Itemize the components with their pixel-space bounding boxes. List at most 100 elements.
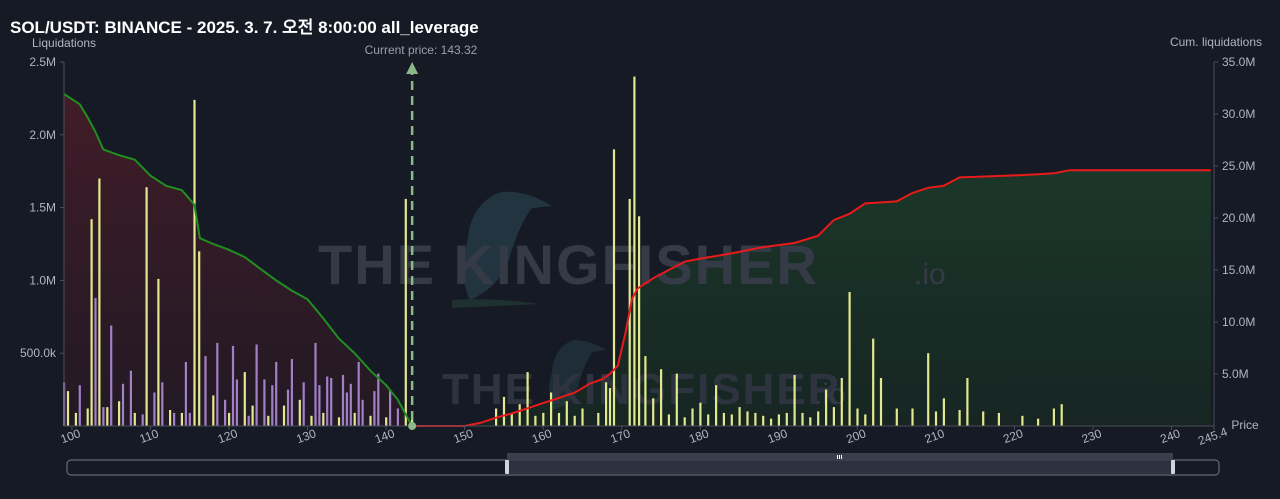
liquidation-bar	[958, 410, 961, 426]
liquidation-bar	[934, 411, 938, 426]
liquidation-bar	[290, 359, 293, 426]
liquidation-bar	[326, 376, 329, 426]
x-tick-label: 200	[844, 426, 868, 446]
liquidation-bar	[204, 356, 207, 426]
liquidation-bar	[785, 412, 788, 426]
left-tick-label: 2.5M	[29, 55, 56, 69]
liquidation-bar	[542, 412, 545, 426]
liquidation-bar	[966, 378, 969, 426]
liquidation-bar	[738, 407, 741, 426]
liquidation-bar	[98, 178, 101, 426]
liquidation-bar	[267, 415, 270, 426]
x-axis-title: Price	[1231, 418, 1259, 432]
liquidation-bar	[157, 278, 160, 426]
liquidation-bar	[74, 412, 77, 426]
kingfisher-bird-icon	[452, 191, 552, 308]
liquidation-bar	[129, 370, 132, 426]
liquidation-bar	[605, 382, 608, 426]
range-navigator[interactable]	[66, 453, 1220, 476]
liquidation-bar	[94, 297, 97, 426]
liquidation-bar	[942, 398, 945, 426]
liquidation-bar	[809, 417, 812, 426]
liquidation-bar	[251, 405, 254, 426]
liquidation-bar	[722, 412, 725, 426]
right-tick-label: 20.0M	[1222, 211, 1255, 225]
liquidation-bar	[310, 415, 313, 426]
liquidation-bar	[322, 412, 325, 426]
liquidation-bar	[263, 379, 266, 426]
x-tick-label: 180	[687, 426, 711, 446]
liquidation-bar	[573, 415, 576, 426]
liquidation-bar	[777, 414, 780, 426]
liquidation-bar	[110, 325, 113, 426]
liquidation-bar	[106, 407, 109, 426]
liquidation-bar	[247, 415, 250, 426]
liquidation-bar	[1052, 408, 1055, 426]
liquidation-bar	[330, 378, 333, 426]
liquidation-bar	[216, 343, 219, 426]
liquidation-bar	[133, 412, 136, 426]
liquidation-bar	[801, 412, 804, 426]
liquidation-bar	[102, 407, 105, 426]
liquidation-bar	[271, 385, 274, 426]
x-tick-label: 140	[373, 426, 397, 446]
liquidation-bar	[691, 408, 694, 426]
liquidation-bar	[633, 76, 636, 426]
x-tick-label: 190	[766, 426, 790, 446]
liquidation-bar	[638, 216, 641, 426]
liquidation-bar	[652, 398, 655, 426]
liquidation-bar	[173, 412, 176, 426]
liquidation-bar	[1060, 404, 1063, 426]
navigator-window[interactable]	[507, 461, 1173, 474]
liquidation-bar	[66, 391, 70, 426]
cumulative-long-line	[412, 169, 1211, 427]
axis-ticks: 500.0k 1.0M 1.5M 2.0M 2.5M 5.0M 10.0M 15.0M 20.0…	[20, 55, 1255, 448]
current-price-marker	[406, 62, 419, 430]
liquidation-bar	[581, 408, 584, 426]
liquidation-bar	[746, 411, 749, 426]
liquidation-bar	[895, 408, 898, 426]
navigator-right-handle[interactable]	[1171, 460, 1175, 474]
cumulative-short-line	[63, 93, 413, 427]
liquidation-bar	[997, 412, 1000, 426]
liquidation-bar	[825, 389, 828, 426]
right-tick-label: 10.0M	[1222, 315, 1255, 329]
cumulative-lines	[63, 93, 1211, 427]
liquidation-bar	[404, 198, 407, 426]
liquidation-bar	[864, 414, 867, 426]
left-tick-label: 500.0k	[20, 346, 57, 360]
x-tick-label: 120	[216, 426, 240, 446]
liquidation-bar	[349, 383, 352, 426]
liquidation-bar	[612, 149, 616, 426]
liquidation-bar	[389, 389, 392, 426]
liquidation-bar	[318, 385, 321, 426]
cumulative-long-area	[412, 170, 1211, 426]
liquidation-bar	[235, 379, 238, 426]
navigator-grip-icon[interactable]	[837, 455, 842, 459]
liquidation-bar	[78, 385, 81, 426]
liquidation-bar	[840, 378, 843, 426]
liquidation-bar	[361, 399, 364, 426]
liquidation-bar	[184, 361, 187, 426]
liquidation-bar	[1021, 415, 1024, 426]
liquidation-bar	[730, 414, 733, 426]
liquidation-bar	[927, 353, 930, 426]
watermark-suffix: .io	[914, 258, 946, 291]
right-tick-label: 25.0M	[1222, 159, 1255, 173]
liquidation-bar	[597, 412, 600, 426]
liquidation-bar	[660, 369, 663, 426]
x-tick-label: 130	[294, 426, 318, 446]
liquidation-bar	[373, 391, 376, 426]
x-tick-label: 150	[451, 426, 475, 446]
liquidation-bar	[526, 372, 529, 426]
axes	[63, 62, 1215, 427]
x-tick-label: 210	[923, 426, 947, 446]
liquidation-bar	[872, 338, 875, 426]
liquidation-bar	[228, 412, 231, 426]
liquidation-bar	[644, 356, 647, 426]
right-tick-label: 30.0M	[1222, 107, 1255, 121]
watermark-suffix-small: .io	[814, 378, 846, 411]
liquidation-bar	[198, 251, 201, 426]
left-axis-title: Liquidations	[32, 36, 96, 50]
navigator-left-handle[interactable]	[505, 460, 509, 474]
